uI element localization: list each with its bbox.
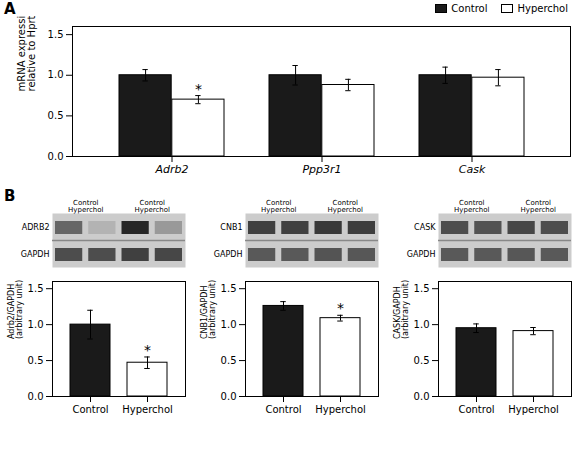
svg-text:GAPDH: GAPDH [21, 250, 50, 259]
svg-text:1.0: 1.0 [221, 319, 237, 330]
svg-text:Adrb2/GAPDH(arbitrary unit): Adrb2/GAPDH(arbitrary unit) [7, 280, 24, 339]
svg-text:1.5: 1.5 [414, 283, 430, 294]
html-text:A: A [4, 0, 16, 18]
svg-text:Adrb2: Adrb2 [154, 163, 188, 176]
html-text:B: B [4, 187, 16, 205]
svg-text:CNB1: CNB1 [220, 223, 242, 232]
svg-text:0.0: 0.0 [48, 151, 64, 162]
svg-text:1.5: 1.5 [221, 283, 237, 294]
svg-text:CNB1/GAPDH(arbitrary unit): CNB1/GAPDH(arbitrary unit) [200, 280, 217, 339]
svg-text:0.5: 0.5 [48, 110, 64, 121]
svg-text:0.5: 0.5 [28, 355, 44, 366]
svg-text:Control: Control [265, 404, 301, 415]
svg-text:Hyperchol: Hyperchol [508, 404, 559, 415]
svg-text:Ppp3r1: Ppp3r1 [302, 163, 341, 176]
svg-text:Hyperchol: Hyperchol [315, 404, 366, 415]
svg-text:0.0: 0.0 [28, 391, 44, 402]
svg-text:GAPDH: GAPDH [214, 250, 243, 259]
html-text:Hyperchol: Hyperchol [517, 2, 568, 14]
svg-text:ControlHyperchol: ControlHyperchol [521, 199, 556, 214]
svg-text:1.5: 1.5 [48, 29, 64, 40]
svg-text:0.0: 0.0 [414, 391, 430, 402]
svg-text:Control: Control [458, 404, 494, 415]
svg-text:GAPDH: GAPDH [407, 250, 436, 259]
svg-text:Cask: Cask [459, 163, 486, 176]
svg-text:mRNA expressionrelative to Hpr: mRNA expressionrelative to Hprt mRNA [16, 16, 37, 92]
svg-text:Hyperchol: Hyperchol [122, 404, 173, 415]
svg-text:ControlHyperchol: ControlHyperchol [135, 199, 170, 214]
svg-text:Control: Control [72, 404, 108, 415]
svg-text:ControlHyperchol: ControlHyperchol [68, 199, 103, 214]
svg-text:1.0: 1.0 [48, 69, 64, 80]
svg-text:CASK: CASK [414, 223, 436, 232]
svg-text:1.5: 1.5 [28, 283, 44, 294]
svg-text:0.5: 0.5 [221, 355, 237, 366]
svg-text:ControlHyperchol: ControlHyperchol [261, 199, 296, 214]
svg-text:0.5: 0.5 [414, 355, 430, 366]
svg-text:ADRB2: ADRB2 [22, 223, 50, 232]
svg-text:1.0: 1.0 [28, 319, 44, 330]
svg-text:0.0: 0.0 [221, 391, 237, 402]
html-text:Control: Control [451, 2, 488, 14]
svg-text:*: * [195, 81, 202, 97]
svg-text:*: * [337, 300, 344, 316]
svg-text:1.0: 1.0 [414, 319, 430, 330]
svg-text:ControlHyperchol: ControlHyperchol [328, 199, 363, 214]
svg-text:*: * [144, 342, 151, 358]
svg-text:ControlHyperchol: ControlHyperchol [454, 199, 489, 214]
svg-text:CASK/GAPDH(arbitrary unit): CASK/GAPDH(arbitrary unit) [393, 280, 410, 339]
